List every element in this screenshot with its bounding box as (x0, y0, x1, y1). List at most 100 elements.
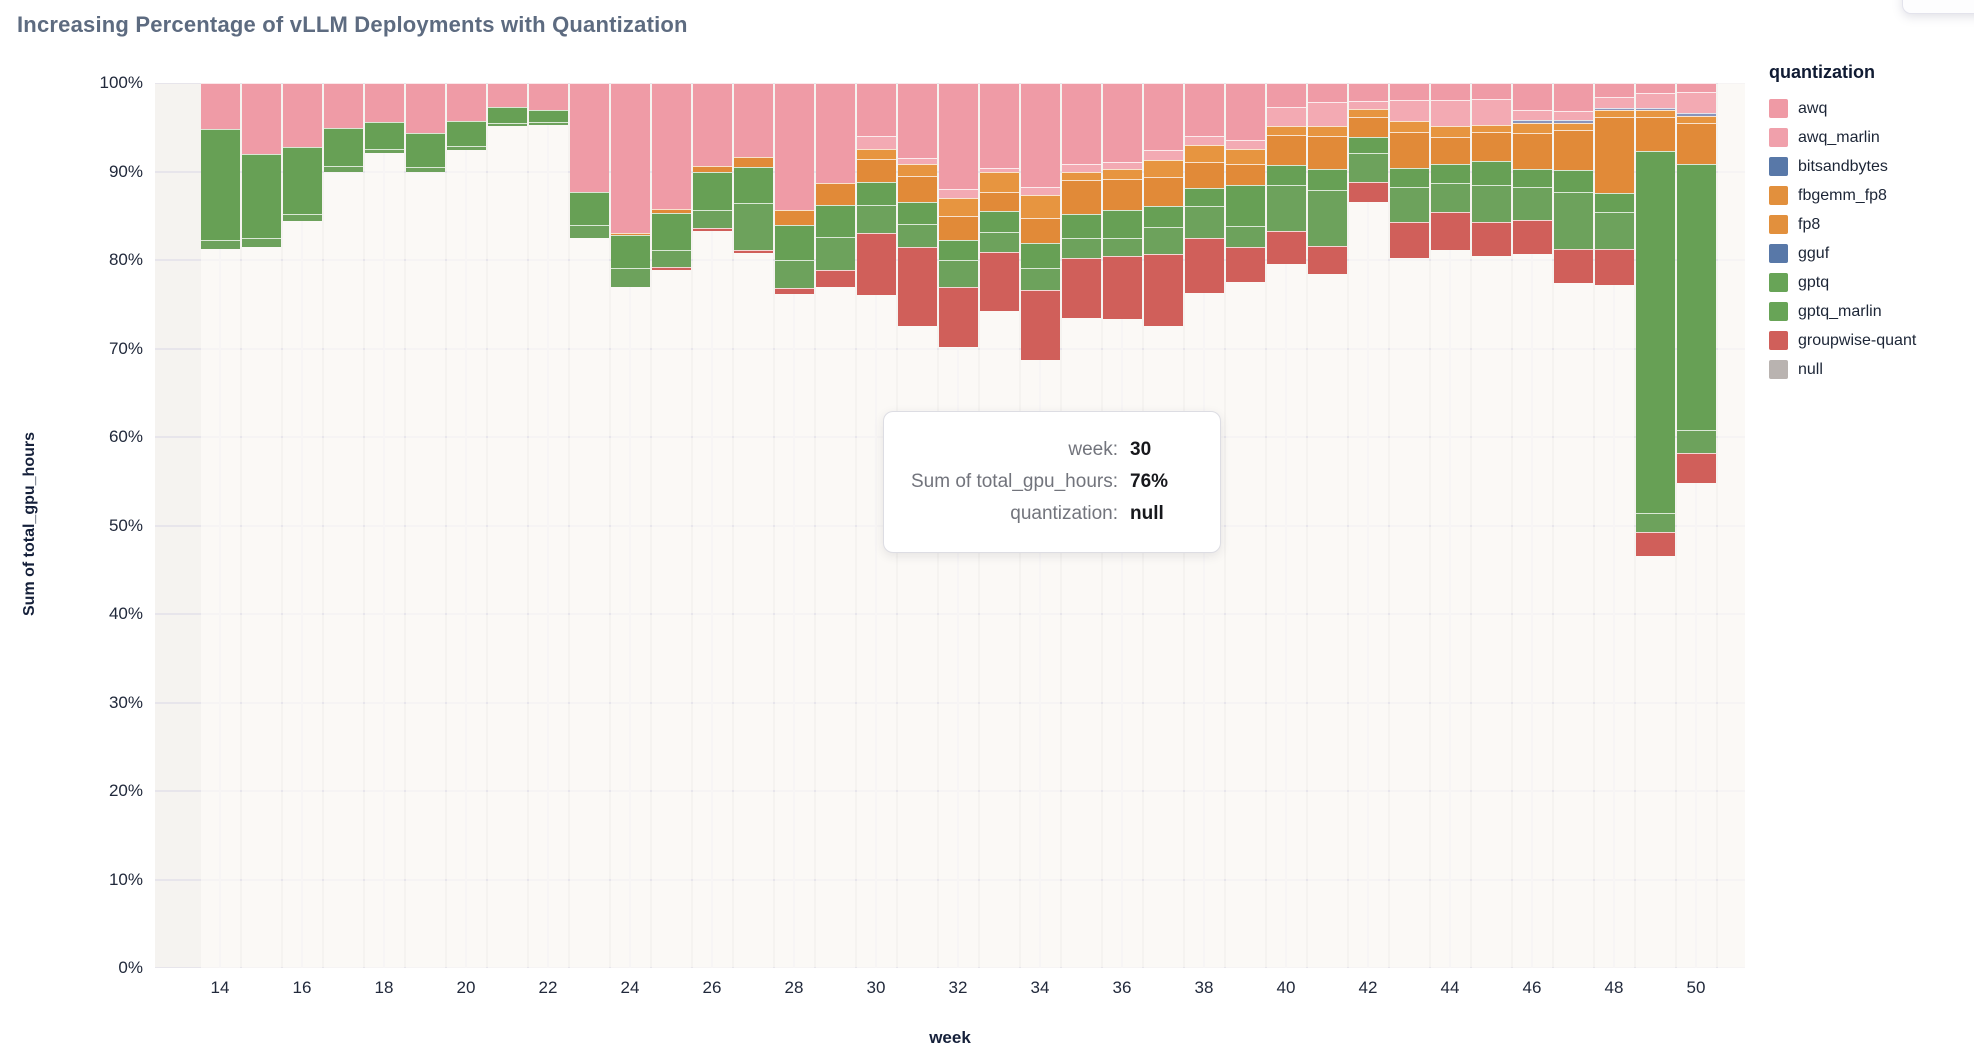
stacked-bar-week-50[interactable] (1676, 83, 1716, 968)
bar-segment-awq_marlin[interactable] (1102, 161, 1142, 169)
bar-segment-fbgemm_fp8[interactable] (1143, 160, 1183, 177)
bar-segment-gptq[interactable] (1635, 151, 1675, 514)
bar-segment-gptq[interactable] (200, 129, 240, 240)
bar-segment-gptq_marlin[interactable] (938, 260, 978, 287)
bar-segment-awq_marlin[interactable] (1225, 139, 1265, 149)
bar-segment-fp8[interactable] (897, 175, 937, 202)
stacked-bar-week-17[interactable] (323, 83, 363, 968)
bar-segment-fp8[interactable] (1102, 178, 1142, 211)
bar-segment-awq[interactable] (405, 83, 445, 133)
bar-segment-null[interactable] (856, 295, 896, 968)
bar-segment-gptq[interactable] (692, 171, 732, 211)
bar-segment-awq[interactable] (815, 83, 855, 184)
bar-segment-fbgemm_fp8[interactable] (1389, 121, 1429, 132)
stacked-bar-week-15[interactable] (241, 83, 281, 968)
bar-segment-groupwise-quant[interactable] (1471, 221, 1511, 256)
stacked-bar-week-44[interactable] (1430, 83, 1470, 968)
bar-segment-groupwise-quant[interactable] (979, 252, 1019, 312)
stacked-bar-week-41[interactable] (1307, 83, 1347, 968)
bar-segment-groupwise-quant[interactable] (1307, 245, 1347, 275)
bar-segment-awq_marlin[interactable] (1635, 92, 1675, 108)
bar-segment-groupwise-quant[interactable] (897, 246, 937, 327)
bar-segment-awq_marlin[interactable] (1184, 136, 1224, 145)
bar-segment-null[interactable] (405, 172, 445, 968)
bar-segment-fbgemm_fp8[interactable] (1020, 194, 1060, 218)
bar-segment-awq[interactable] (610, 83, 650, 233)
bar-segment-gptq[interactable] (1676, 164, 1716, 430)
bar-segment-groupwise-quant[interactable] (1020, 290, 1060, 361)
bar-segment-awq[interactable] (1635, 83, 1675, 93)
bar-segment-null[interactable] (1389, 258, 1429, 968)
bar-segment-fbgemm_fp8[interactable] (1348, 108, 1388, 117)
bar-segment-fp8[interactable] (1553, 129, 1593, 170)
bar-segment-null[interactable] (1225, 282, 1265, 968)
bar-segment-gptq[interactable] (897, 201, 937, 224)
bar-segment-fbgemm_fp8[interactable] (979, 172, 1019, 192)
bar-segment-awq[interactable] (979, 83, 1019, 169)
bar-segment-gptq[interactable] (1266, 165, 1306, 185)
bar-segment-null[interactable] (1307, 274, 1347, 968)
bar-segment-groupwise-quant[interactable] (1143, 253, 1183, 327)
bar-segment-gptq_marlin[interactable] (1143, 227, 1183, 254)
bar-segment-gptq[interactable] (364, 121, 404, 149)
bar-segment-bitsandbytes[interactable] (1512, 120, 1552, 123)
bar-segment-awq[interactable] (938, 83, 978, 190)
bar-segment-null[interactable] (1512, 253, 1552, 968)
bar-segment-awq[interactable] (692, 83, 732, 167)
bar-segment-gptq[interactable] (282, 146, 322, 214)
bar-segment-awq_marlin[interactable] (856, 136, 896, 149)
bar-segment-groupwise-quant[interactable] (1512, 220, 1552, 254)
bar-segment-fbgemm_fp8[interactable] (1307, 125, 1347, 137)
stacked-bar-week-20[interactable] (446, 83, 486, 968)
bar-segment-null[interactable] (282, 221, 322, 968)
bar-segment-fp8[interactable] (1184, 161, 1224, 189)
bar-segment-fp8[interactable] (774, 210, 814, 225)
bar-segment-gptq[interactable] (1020, 243, 1060, 268)
bar-segment-groupwise-quant[interactable] (815, 269, 855, 287)
bar-segment-fp8[interactable] (938, 215, 978, 240)
bar-segment-gptq[interactable] (815, 205, 855, 238)
bar-segment-gptq_marlin[interactable] (1553, 191, 1593, 249)
bar-segment-null[interactable] (1348, 202, 1388, 968)
bar-segment-null[interactable] (1266, 263, 1306, 968)
bar-segment-gptq_marlin[interactable] (405, 167, 445, 173)
bar-segment-fbgemm_fp8[interactable] (1430, 126, 1470, 137)
stacked-bar-week-23[interactable] (569, 83, 609, 968)
bar-segment-fp8[interactable] (856, 159, 896, 183)
bar-segment-fp8[interactable] (733, 157, 773, 168)
bar-segment-gptq[interactable] (1389, 167, 1429, 187)
bar-segment-fp8[interactable] (1512, 132, 1552, 169)
bar-segment-awq_marlin[interactable] (1676, 91, 1716, 114)
bar-segment-awq_marlin[interactable] (1143, 150, 1183, 161)
bar-segment-null[interactable] (815, 286, 855, 968)
bar-segment-fp8[interactable] (1471, 131, 1511, 161)
bar-segment-awq[interactable] (1348, 83, 1388, 101)
bar-segment-gptq_marlin[interactable] (528, 121, 568, 126)
bar-segment-groupwise-quant[interactable] (1225, 246, 1265, 283)
bar-segment-gptq_marlin[interactable] (1594, 212, 1634, 249)
bar-segment-awq[interactable] (897, 83, 937, 159)
bar-segment-gptq_marlin[interactable] (979, 231, 1019, 253)
bar-segment-gptq[interactable] (446, 121, 486, 146)
bar-segment-gptq[interactable] (1143, 206, 1183, 228)
stacked-bar-week-24[interactable] (610, 83, 650, 968)
bar-segment-null[interactable] (528, 125, 568, 968)
bar-segment-gptq[interactable] (1102, 210, 1142, 238)
bar-segment-gptq[interactable] (1594, 192, 1634, 213)
bar-segment-gptq_marlin[interactable] (1020, 267, 1060, 291)
bar-segment-null[interactable] (323, 171, 363, 968)
bar-segment-awq[interactable] (1225, 83, 1265, 140)
bar-segment-gptq_marlin[interactable] (1184, 206, 1224, 238)
legend-item-gptq[interactable]: gptq (1769, 273, 1969, 292)
bar-segment-gptq[interactable] (405, 132, 445, 168)
bar-segment-awq_marlin[interactable] (1389, 99, 1429, 122)
bar-segment-fbgemm_fp8[interactable] (1512, 122, 1552, 133)
bar-segment-fbgemm_fp8[interactable] (1102, 168, 1142, 179)
bar-segment-fp8[interactable] (692, 166, 732, 172)
bar-segment-fp8[interactable] (1143, 176, 1183, 207)
bar-segment-fbgemm_fp8[interactable] (1266, 125, 1306, 136)
bar-segment-gptq_marlin[interactable] (569, 224, 609, 238)
stacked-bar-week-14[interactable] (200, 83, 240, 968)
bar-segment-null[interactable] (651, 269, 691, 968)
bar-segment-groupwise-quant[interactable] (1635, 531, 1675, 557)
